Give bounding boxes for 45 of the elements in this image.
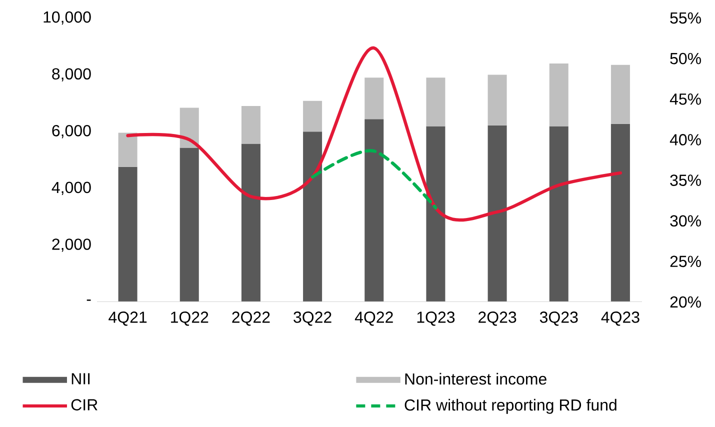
y2-tick-label: 45% xyxy=(670,94,701,105)
x-tick-label: 2Q23 xyxy=(478,312,516,326)
bar xyxy=(241,144,260,302)
bar xyxy=(549,126,568,302)
x-tick-label: 2Q22 xyxy=(232,312,270,326)
bar xyxy=(610,64,630,124)
bar xyxy=(180,108,199,148)
legend-label: Non-interest income xyxy=(405,372,546,385)
bar xyxy=(488,125,507,302)
y2-tick-label: 30% xyxy=(670,215,701,227)
legend-label: CIR xyxy=(71,399,98,410)
x-tick-label: 1Q22 xyxy=(171,312,208,326)
bar xyxy=(426,78,446,126)
y2-tick-label: 40% xyxy=(670,134,701,146)
legend-label: NII xyxy=(72,373,90,384)
bar xyxy=(364,78,384,120)
x-tick-label: 4Q23 xyxy=(601,312,640,326)
bar xyxy=(303,100,322,132)
y-tick-label: 4,000 xyxy=(52,182,91,196)
bar xyxy=(303,132,322,302)
y2-tick-label: 20% xyxy=(670,296,701,308)
y2-tick-label: 50% xyxy=(670,52,701,64)
bar xyxy=(241,106,260,144)
bar xyxy=(426,126,446,302)
x-tick-label: 4Q22 xyxy=(354,312,393,326)
y-tick-label: 6,000 xyxy=(52,124,91,138)
y2-tick-label: 25% xyxy=(670,256,701,268)
bar xyxy=(118,166,138,302)
y-tick-label: 2,000 xyxy=(52,238,91,252)
x-tick-label: 4Q21 xyxy=(108,312,147,326)
bar xyxy=(549,63,568,126)
y-tick-label: 8,000 xyxy=(52,68,91,82)
bar xyxy=(364,119,384,302)
x-tick-label: 1Q23 xyxy=(417,312,455,326)
x-tick-label: 3Q23 xyxy=(540,312,578,326)
y-tick-label: 10,000 xyxy=(44,11,91,25)
bar xyxy=(488,74,507,126)
y-tick-label: - xyxy=(86,300,91,301)
y2-tick-label: 55% xyxy=(670,12,701,24)
x-tick-label: 3Q22 xyxy=(294,312,332,326)
bar xyxy=(118,132,138,167)
bar xyxy=(180,148,199,302)
legend-label: CIR without reporting RD fund xyxy=(404,398,616,414)
bar xyxy=(610,124,630,302)
y2-tick-label: 35% xyxy=(670,174,701,186)
